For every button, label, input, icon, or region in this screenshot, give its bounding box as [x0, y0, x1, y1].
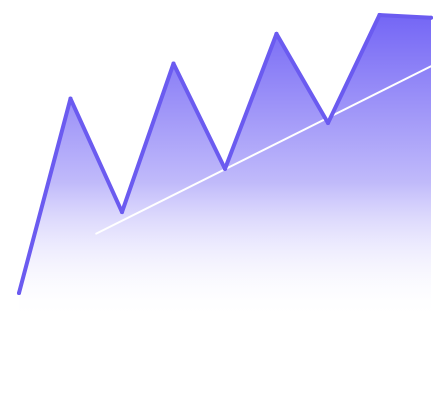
data-point — [429, 15, 433, 20]
series-line-segment — [377, 13, 433, 20]
series-line-segment — [17, 96, 73, 296]
series-line-layer — [17, 13, 433, 296]
series-area-layer — [19, 15, 431, 320]
data-point — [17, 291, 21, 296]
series-line-segment — [171, 61, 227, 171]
series-line-segment — [223, 31, 279, 171]
data-point — [120, 210, 124, 215]
trendline-layer — [95, 65, 432, 235]
series-line-segment — [274, 31, 330, 125]
trendline — [95, 65, 432, 235]
data-point — [68, 96, 73, 101]
data-point — [223, 166, 227, 171]
series-line-segment — [68, 96, 124, 215]
data-point — [377, 13, 382, 17]
data-point — [171, 61, 176, 66]
data-point — [326, 120, 330, 125]
series-line-segment — [326, 13, 382, 125]
data-point — [274, 31, 279, 36]
series-line-segment — [120, 61, 176, 215]
series-area-fill — [19, 15, 431, 320]
